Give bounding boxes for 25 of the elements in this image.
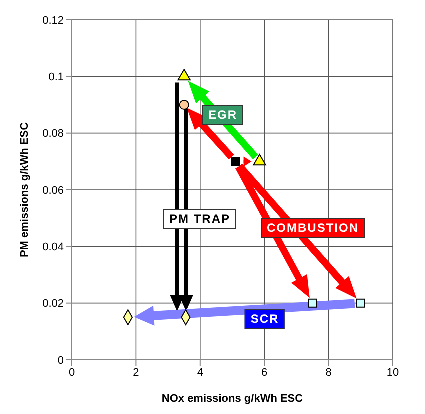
y-tick-label: 0.06: [42, 184, 64, 197]
x-tick-label: 6: [262, 366, 268, 379]
x-tick-label: 2: [133, 366, 140, 379]
x-tick-label: 10: [386, 366, 400, 379]
x-tick-label: 0: [68, 366, 76, 379]
point: [253, 154, 266, 166]
point: [179, 100, 190, 110]
annotation: PM TRAP: [164, 209, 236, 229]
annotation: COMBUSTION: [261, 218, 365, 238]
annotation: SCR: [244, 309, 286, 329]
y-tick-label: 0.02: [42, 298, 64, 310]
point: [356, 298, 366, 308]
y-tick-label: 0: [58, 354, 64, 367]
y-axis-title: PM emissions g/kWh ESC: [18, 122, 31, 258]
x-axis-title: NOx emissions g/kWh ESC: [162, 393, 304, 405]
y-tick-label: 0.08: [42, 128, 64, 140]
y-tick-label: 0.04: [42, 242, 64, 254]
point: [178, 69, 191, 81]
x-tick-label: 4: [197, 366, 204, 379]
annotation: EGR: [202, 105, 244, 125]
y-tick-label: 0.12: [42, 14, 64, 27]
y-tick-label: 0.1: [48, 72, 64, 84]
point: [231, 157, 240, 166]
x-tick-label: 8: [326, 366, 332, 379]
point: [308, 298, 318, 308]
